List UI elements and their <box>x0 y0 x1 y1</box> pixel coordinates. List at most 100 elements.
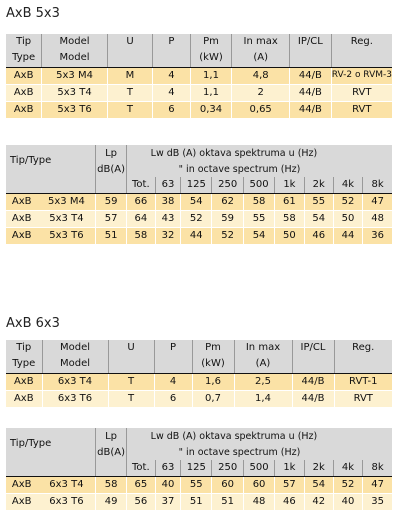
cell: AxB <box>6 227 38 244</box>
cell: AxB <box>6 67 43 85</box>
cell: 40 <box>333 493 364 510</box>
cell: 44/B <box>289 67 332 85</box>
cell: 64 <box>126 210 156 228</box>
cell: 1,1 <box>190 84 233 102</box>
header-cell: (kW) <box>192 356 235 374</box>
cell: AxB <box>6 373 43 391</box>
cell: 65 <box>126 476 156 494</box>
cell: 58 <box>243 193 276 211</box>
cell: 43 <box>155 210 182 228</box>
cell: 5x3 T6 <box>37 227 97 244</box>
cell: 52 <box>211 227 244 244</box>
cell: 50 <box>274 227 305 244</box>
band-label: 2k <box>304 177 334 194</box>
cell: AxB <box>6 101 43 118</box>
cell: 40 <box>155 476 182 494</box>
header-cell: Reg. <box>331 34 392 50</box>
header-cell: Type <box>6 356 43 374</box>
cell: 0,34 <box>190 101 233 118</box>
table-row: AxB 5x3 M4 59 66 38 54 62 58 61 55 52 47 <box>6 193 392 211</box>
header-cell: Tip <box>6 34 43 50</box>
header-cell: P <box>152 34 191 50</box>
cell: 6 <box>152 101 191 118</box>
band-label: 4k <box>333 460 364 477</box>
cell: 0,65 <box>231 101 290 118</box>
cell: 0,7 <box>192 390 235 407</box>
cell: 50 <box>333 210 364 228</box>
cell: AxB <box>6 493 38 510</box>
header-cell: Model <box>42 356 109 374</box>
table-row: AxB 6x3 T6 T 6 0,7 1,4 44/B RVT <box>6 390 392 407</box>
cell: 62 <box>211 193 244 211</box>
header-cell <box>108 356 155 374</box>
band-label: 2k <box>304 460 334 477</box>
lp-unit: dB(A) <box>95 445 127 460</box>
band-label: 1k <box>274 460 305 477</box>
cell: AxB <box>6 390 43 407</box>
cell: 32 <box>155 227 182 244</box>
header-cell: (A) <box>234 356 293 374</box>
cell: AxB <box>6 193 38 211</box>
cell: RVT <box>334 390 392 407</box>
cell: T <box>107 101 154 118</box>
header-cell: (kW) <box>190 50 233 68</box>
header-cell <box>334 356 392 374</box>
band-label: 63 <box>155 177 182 194</box>
cell: 4 <box>152 84 191 102</box>
lp-label: Lp <box>95 145 127 162</box>
header-cell: P <box>154 340 193 356</box>
band-label: 125 <box>180 460 213 477</box>
cell: 44/B <box>292 390 335 407</box>
lp-unit: dB(A) <box>95 162 127 177</box>
cell: M <box>107 67 154 85</box>
table-row: AxB 6x3 T6 49 56 37 51 51 48 46 42 40 35 <box>6 493 392 510</box>
section-title-6x3: AxB 6x3 <box>6 316 60 331</box>
cell: 42 <box>304 493 334 510</box>
band-label: 250 <box>211 177 244 194</box>
header-cell <box>154 356 193 374</box>
cell: 57 <box>95 210 127 228</box>
lw-label-en: " in octave spectrum (Hz) <box>126 162 392 177</box>
cell: 55 <box>180 476 213 494</box>
cell: 38 <box>155 193 182 211</box>
table-row: AxB 5x3 T6 51 58 32 44 52 54 50 46 44 36 <box>6 227 392 244</box>
cell: 6x3 T4 <box>37 476 97 494</box>
cell: 56 <box>126 493 156 510</box>
band-label: 8k <box>362 460 392 477</box>
cell: 58 <box>274 210 305 228</box>
header-cell <box>289 50 332 68</box>
spec-table-6x3: Tip Model U P Pm In max IP/CL Reg. Type … <box>6 340 392 407</box>
cell: RVT-1 <box>334 373 392 391</box>
header-cell: U <box>108 340 155 356</box>
lw-label: Lw dB (A) oktava spektruma u (Hz) <box>126 145 392 162</box>
header-cell: Tip <box>6 340 43 356</box>
header-cell <box>107 50 154 68</box>
band-label: Tot. <box>126 460 156 477</box>
cell: 59 <box>95 193 127 211</box>
cell: T <box>108 390 155 407</box>
cell: AxB <box>6 476 38 494</box>
header-cell: Pm <box>192 340 235 356</box>
header-cell: U <box>107 34 154 50</box>
header-cell: Type <box>6 50 43 68</box>
band-label: Tot. <box>126 177 156 194</box>
cell: 66 <box>126 193 156 211</box>
cell: 1,4 <box>234 390 293 407</box>
band-label: 4k <box>333 177 364 194</box>
cell: 5x3 T4 <box>41 84 108 102</box>
cell: 55 <box>243 210 276 228</box>
cell: 61 <box>274 193 305 211</box>
cell: 5x3 T4 <box>37 210 97 228</box>
lw-label-en: " in octave spectrum (Hz) <box>126 445 392 460</box>
tip-type-label: Tip/Type <box>6 428 97 460</box>
cell: 36 <box>362 227 392 244</box>
cell: 54 <box>243 227 276 244</box>
cell: 60 <box>243 476 276 494</box>
cell: 6 <box>154 390 193 407</box>
cell: 58 <box>95 476 127 494</box>
cell: 44/B <box>289 101 332 118</box>
table-row: AxB 5x3 T6 T 6 0,34 0,65 44/B RVT <box>6 101 392 118</box>
cell: 4,8 <box>231 67 290 85</box>
header-cell: Reg. <box>334 340 392 356</box>
header-cell <box>331 50 392 68</box>
